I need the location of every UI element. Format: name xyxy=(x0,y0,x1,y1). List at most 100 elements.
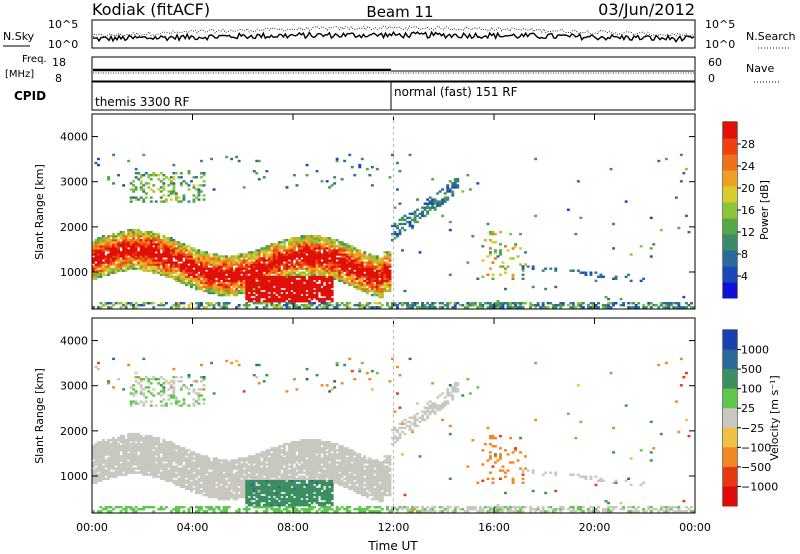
velocity-cell xyxy=(144,506,148,509)
velocity-cell xyxy=(159,400,163,403)
velocity-cell xyxy=(190,463,193,466)
power-cell xyxy=(124,302,128,305)
power-cell xyxy=(348,245,352,248)
velocity-cell xyxy=(142,461,146,464)
power-cell xyxy=(265,251,269,254)
power-cell xyxy=(159,200,163,203)
power-cell xyxy=(416,198,419,201)
velocity-cell xyxy=(134,449,138,452)
power-cell xyxy=(227,267,231,270)
velocity-cell xyxy=(124,469,128,472)
power-cell xyxy=(250,291,254,295)
power-cell xyxy=(360,273,364,276)
power-cell xyxy=(333,263,337,266)
power-cell xyxy=(252,251,256,254)
power-cell xyxy=(192,194,196,197)
power-cell xyxy=(383,277,387,280)
power-cell xyxy=(388,176,392,179)
power-cell xyxy=(112,257,115,260)
power-cell xyxy=(242,291,246,295)
power-cell xyxy=(378,289,382,293)
velocity-cell xyxy=(250,459,254,462)
power-cell xyxy=(94,247,98,250)
power-cell xyxy=(240,281,244,285)
power-cell xyxy=(169,263,173,266)
power-cell xyxy=(207,271,211,274)
power-cell xyxy=(486,306,490,309)
velocity-cell xyxy=(185,475,188,478)
velocity-cell xyxy=(255,376,259,379)
power-cell xyxy=(245,291,249,295)
velocity-cell xyxy=(250,487,254,491)
velocity-cell xyxy=(265,475,269,478)
power-cell xyxy=(358,259,362,262)
power-cell xyxy=(280,279,284,283)
velocity-cell xyxy=(142,436,146,440)
velocity-cell xyxy=(104,459,108,462)
power-cell xyxy=(225,279,229,283)
power-cell xyxy=(313,263,316,266)
power-cell xyxy=(300,283,304,287)
power-cell xyxy=(200,190,203,193)
velocity-cell xyxy=(149,436,153,440)
power-cell xyxy=(207,304,211,307)
power-cell xyxy=(413,216,417,220)
velocity-cell xyxy=(247,469,251,472)
power-cell xyxy=(308,249,311,252)
power-cell xyxy=(222,293,226,297)
power-cell xyxy=(305,257,309,260)
power-cell xyxy=(152,255,156,258)
power-cell xyxy=(275,285,279,289)
power-cell xyxy=(257,249,261,252)
power-cell xyxy=(260,283,264,287)
velocity-cell xyxy=(252,489,256,493)
velocity-cell xyxy=(172,443,176,446)
power-cell xyxy=(315,235,319,238)
power-cell xyxy=(511,302,515,305)
power-cell xyxy=(205,257,208,260)
velocity-cell xyxy=(177,471,181,474)
power-cell xyxy=(290,251,294,254)
power-cell xyxy=(164,251,168,254)
power-cell xyxy=(247,300,251,303)
power-cell xyxy=(277,291,281,295)
power-cell xyxy=(386,269,389,272)
power-cell xyxy=(428,306,432,309)
power-cell xyxy=(222,263,226,266)
velocity-cell xyxy=(144,471,148,474)
power-cell xyxy=(255,300,259,303)
velocity-cell xyxy=(260,475,264,478)
velocity-cell xyxy=(152,436,156,440)
power-cell xyxy=(157,255,161,258)
power-cell xyxy=(179,245,183,248)
power-cell xyxy=(114,253,118,256)
velocity-cell xyxy=(205,510,208,513)
velocity-cell xyxy=(192,467,196,470)
power-cell xyxy=(220,287,223,291)
velocity-cell xyxy=(157,475,161,478)
power-cell xyxy=(200,255,203,258)
power-cell xyxy=(448,188,452,191)
power-cell xyxy=(303,287,306,291)
velocity-cell xyxy=(222,475,226,478)
power-cell xyxy=(179,281,183,285)
power-cell xyxy=(107,261,110,264)
power-cell xyxy=(252,302,256,305)
power-cell xyxy=(368,257,372,260)
power-cell xyxy=(112,241,115,244)
velocity-cell xyxy=(174,473,178,476)
power-cell xyxy=(303,243,306,246)
velocity-cell xyxy=(104,449,108,452)
power-cell xyxy=(247,261,251,264)
power-cell xyxy=(132,232,136,236)
power-cell xyxy=(192,200,196,203)
velocity-cell xyxy=(212,483,216,487)
velocity-cell xyxy=(177,469,181,472)
power-cell xyxy=(217,265,221,268)
power-cell xyxy=(202,172,206,175)
velocity-cell xyxy=(132,441,136,444)
power-cell xyxy=(182,265,186,268)
power-cell xyxy=(104,243,108,246)
power-cell xyxy=(436,200,440,203)
power-cell xyxy=(215,267,218,270)
